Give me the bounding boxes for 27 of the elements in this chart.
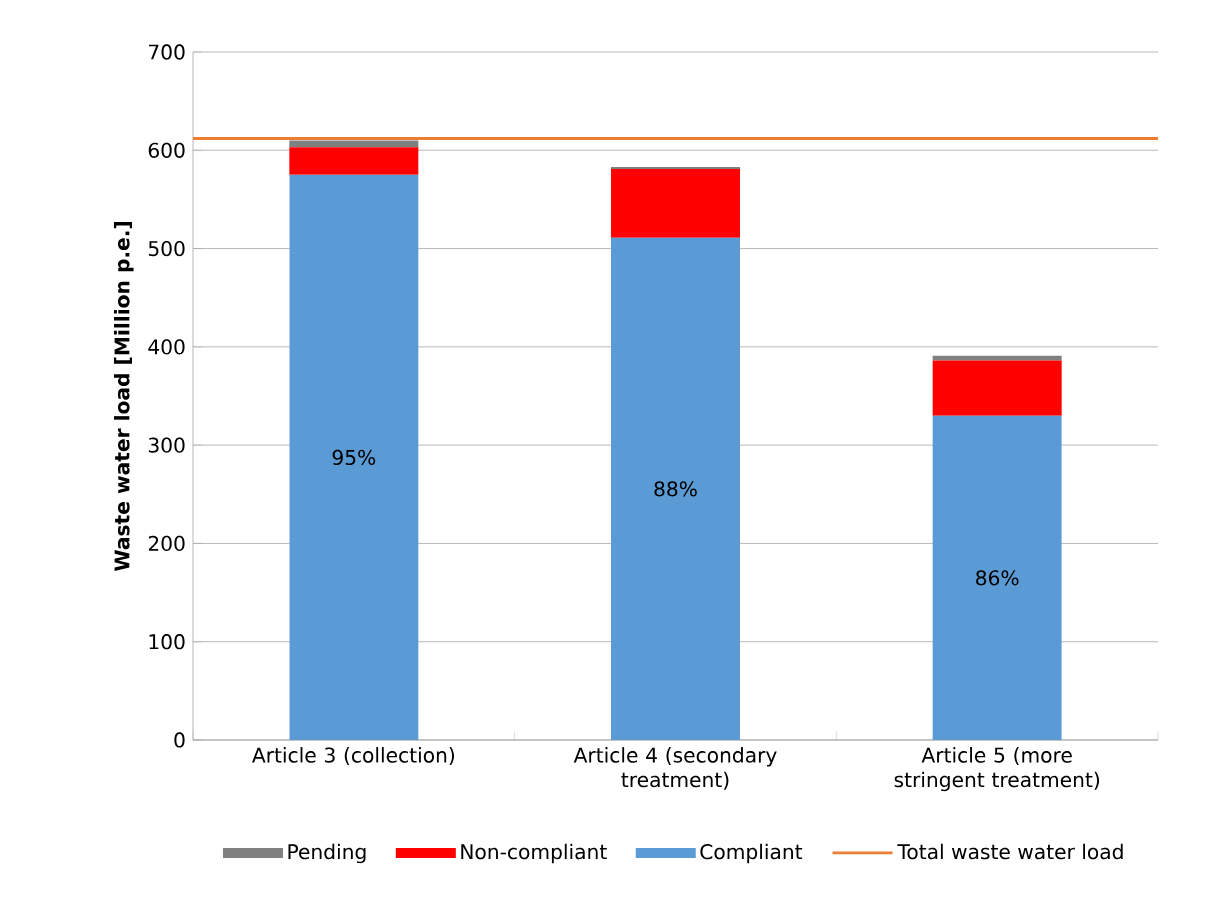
bar bbox=[289, 140, 419, 148]
annotation: 86% bbox=[976, 570, 1019, 586]
legend-label: Compliant bbox=[700, 843, 803, 864]
y-tick-label: 500 bbox=[148, 240, 185, 257]
annotation: 95% bbox=[332, 449, 376, 466]
y-tick-label: 600 bbox=[148, 142, 185, 158]
y-tick-label: 100 bbox=[149, 634, 185, 650]
annotation: 88% bbox=[654, 481, 697, 497]
legend-label: Non-compliant bbox=[461, 843, 607, 864]
y-tick-label: 400 bbox=[148, 339, 185, 355]
y-axis-title: Waste water load [Million p.e.] bbox=[113, 222, 134, 572]
legend-label: Total waste water load bbox=[897, 843, 1123, 860]
x-tick-label: Article 5 (more stringent treatment) bbox=[894, 747, 1100, 792]
legend-label: Pending bbox=[288, 843, 366, 864]
bar bbox=[611, 237, 740, 740]
bar bbox=[289, 147, 419, 175]
bar bbox=[289, 174, 419, 740]
bar bbox=[932, 360, 1062, 416]
bar bbox=[932, 415, 1062, 740]
bar bbox=[932, 355, 1062, 361]
x-tick-label: Article 4 (secondary treatment) bbox=[573, 747, 777, 790]
y-tick-label: 0 bbox=[174, 732, 185, 748]
y-tick-label: 700 bbox=[149, 44, 185, 60]
bar bbox=[611, 168, 740, 238]
y-tick-label: 300 bbox=[148, 437, 185, 453]
y-tick-label: 200 bbox=[148, 535, 185, 552]
x-tick-label: Article 3 (collection) bbox=[252, 747, 455, 766]
